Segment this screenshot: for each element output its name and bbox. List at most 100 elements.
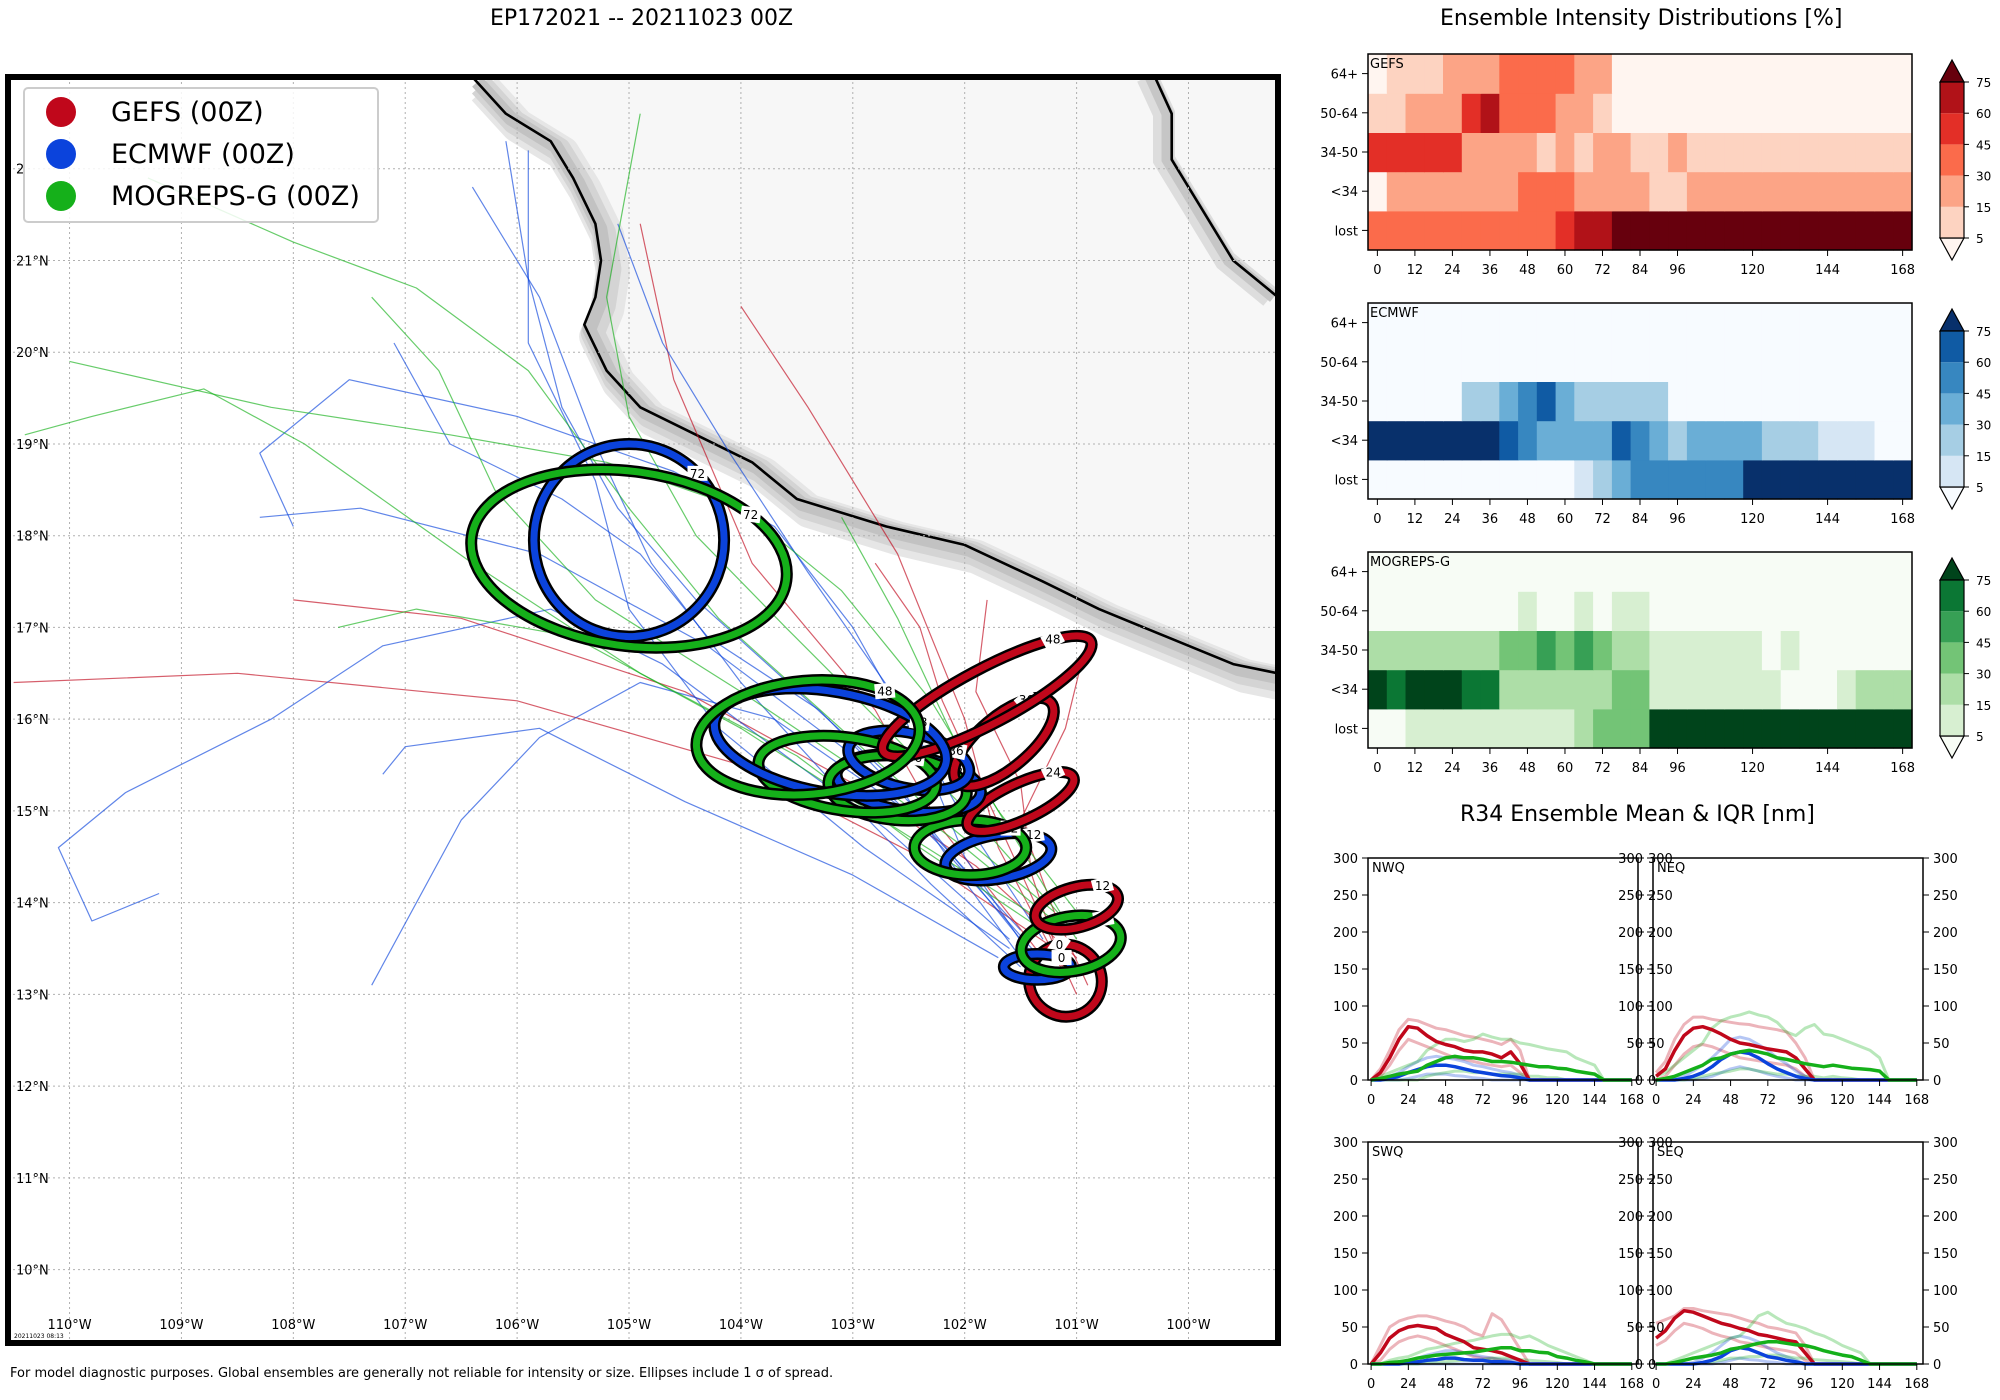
heatmap-cell: [1686, 630, 1707, 671]
heatmap-cell: [1893, 669, 1913, 710]
r34-y-tick-label-right: 50: [1933, 1321, 1950, 1336]
heatmap-cell: [1611, 381, 1632, 422]
r34-y-tick-label-right: 300: [1933, 852, 1958, 867]
heatmap-cell: [1368, 381, 1388, 422]
heatmap-cell: [1424, 420, 1444, 461]
map-frame: [5, 74, 1281, 1346]
map-x-tick-label: 110°W: [47, 1318, 91, 1333]
r34-x-tick-label: 72: [1760, 1377, 1777, 1392]
heatmap-cell: [1405, 708, 1425, 749]
heatmap-cell: [1743, 342, 1763, 382]
heatmap-cell: [1818, 210, 1838, 251]
map-y-tick-label: 10°N: [16, 1264, 49, 1279]
heatmap-cell: [1649, 171, 1669, 212]
heatmap-cell: [1555, 171, 1575, 212]
heatmap-cell: [1443, 210, 1463, 251]
heatmap-cell: [1799, 93, 1819, 133]
heatmap-cell: [1855, 708, 1876, 749]
map-stamp: 20211023 08:13: [14, 1333, 64, 1340]
r34-y-tick-label-left: 0: [1350, 1074, 1358, 1089]
heatmap-cell: [1574, 420, 1594, 461]
r34-x-tick-label: 24: [1685, 1377, 1702, 1392]
ellipse-label-bg: [1040, 761, 1066, 784]
r34-y-tick-label-left: 150: [1333, 963, 1358, 978]
colorbar-tick-label: 60: [1976, 107, 1991, 121]
colorbar-extend-bottom: [1938, 237, 1966, 262]
heatmap-cell: [1874, 591, 1894, 631]
heatmap-cell: [1611, 591, 1632, 631]
heatmap-cell: [1574, 669, 1594, 710]
heatmap-cell: [1630, 171, 1650, 212]
spread-ellipse: 72: [465, 463, 793, 654]
ensemble-track: [337, 608, 1044, 922]
heatmap-cell: [1499, 669, 1519, 710]
ellipse-ring: [963, 768, 1078, 835]
heatmap-cell: [1368, 132, 1388, 173]
heatmap-cell: [1555, 459, 1575, 500]
r34-y-tick-label-left: 150: [1618, 963, 1643, 978]
heatmap-x-tick-label: 120: [1740, 512, 1765, 527]
heatmap-cell: [1461, 420, 1482, 461]
spread-ellipse: 48: [690, 674, 926, 801]
heatmap-cell: [1630, 342, 1650, 382]
r34-y-tick-label-right: 150: [1933, 963, 1958, 978]
heatmap-cell: [1386, 420, 1407, 461]
heatmap-cell: [1386, 459, 1407, 500]
colorbar-segment: [1940, 175, 1964, 207]
heatmap-cell: [1405, 591, 1425, 631]
map-y-tick-label: 20°N: [16, 346, 49, 361]
r34-y-tick-label-right: 300: [1648, 1136, 1673, 1151]
heatmap-cell: [1574, 381, 1594, 422]
r34-y-tick-label-right: 50: [1648, 1037, 1665, 1052]
heatmap-cell: [1761, 54, 1782, 94]
heatmap-cell: [1818, 342, 1838, 382]
heatmap-cell: [1780, 171, 1801, 212]
heatmap-cell: [1630, 132, 1650, 173]
heatmap-cell: [1630, 591, 1650, 631]
heatmap-cell: [1799, 132, 1819, 173]
ellipse-label: 0: [1056, 938, 1064, 952]
heatmap-cell: [1649, 459, 1669, 500]
heatmap-cell: [1780, 303, 1801, 343]
heatmap-cell: [1705, 93, 1726, 133]
heatmap-cell: [1705, 381, 1726, 422]
heatmap-cell: [1743, 552, 1763, 592]
r34-y-tick-label-left: 300: [1618, 852, 1643, 867]
spread-ellipse: 72: [527, 437, 731, 643]
heatmap-cell: [1630, 381, 1650, 422]
heatmap-cell: [1874, 342, 1894, 382]
ellipse-label: 12: [1095, 879, 1110, 893]
r34-y-tick-label-right: 250: [1933, 1173, 1958, 1188]
heatmap-x-tick-label: 0: [1373, 761, 1381, 776]
heatmap-cell: [1368, 342, 1388, 382]
r34-y-tick-label-left: 100: [1618, 1000, 1643, 1015]
r34-y-tick-label-right: 200: [1933, 926, 1958, 941]
heatmap-cell: [1480, 171, 1500, 212]
heatmap-cell: [1386, 132, 1407, 173]
heatmap-cell: [1574, 171, 1594, 212]
r34-mean-line: [1371, 1345, 1632, 1366]
colorbar-segment: [1940, 611, 1964, 643]
heatmap-cell: [1480, 132, 1500, 173]
r34-y-tick-label-right: 300: [1648, 852, 1673, 867]
r34-y-tick-label-left: 200: [1333, 926, 1358, 941]
heatmap-cell: [1555, 54, 1575, 94]
r34-lines: [1654, 1010, 1917, 1082]
heatmap-y-tick-label: lost: [1335, 473, 1358, 488]
ellipse-label-bg: [687, 465, 708, 481]
ellipse-label-bg: [1051, 950, 1072, 966]
r34-panel-label: SWQ: [1372, 1145, 1403, 1160]
heatmap-cell: [1443, 552, 1463, 592]
heatmap-cell: [1686, 591, 1707, 631]
intensity-panel-gefs: GEFS lost <34 34-50 50-64 64+ 0 12 24 36 48 60 72 84…: [1320, 53, 1991, 278]
heatmap-cell: [1855, 381, 1876, 422]
heatmap-cell: [1799, 381, 1819, 422]
r34-x-tick-label: 0: [1652, 1377, 1660, 1392]
heatmap-y-tick-label: lost: [1335, 224, 1358, 239]
heatmap-cell: [1461, 342, 1482, 382]
heatmap-cell: [1780, 132, 1801, 173]
heatmap-cell: [1761, 381, 1782, 422]
heatmap-x-tick-label: 84: [1632, 761, 1649, 776]
